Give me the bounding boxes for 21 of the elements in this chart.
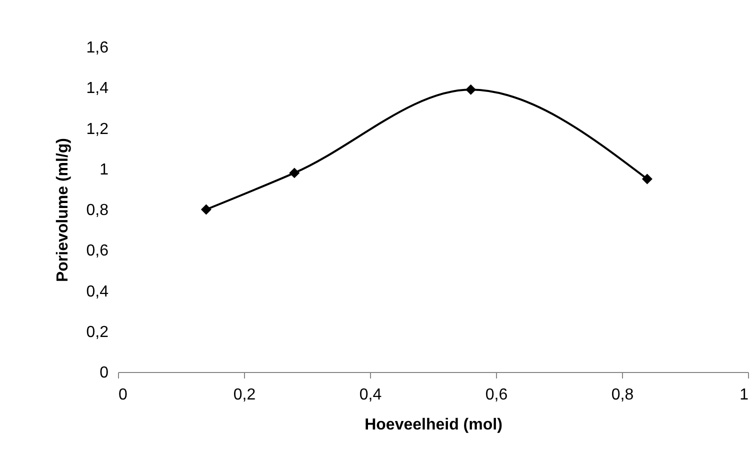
x-tick-label: 0,2 [233, 386, 256, 404]
y-tick-label: 0,6 [86, 242, 109, 260]
point [642, 174, 652, 184]
y-tick-label: 0 [100, 364, 109, 382]
point [466, 84, 476, 95]
x-tick-label: 0,4 [359, 386, 382, 404]
y-tick-label: 0,2 [86, 324, 109, 341]
x-tick-label: 0,8 [611, 386, 634, 404]
y-tick-label: 1,6 [86, 40, 109, 56]
x-axis-title: Hoeveelheid (mol) [364, 416, 502, 434]
point [200, 204, 212, 215]
x-tick-label: 0,6 [485, 386, 508, 404]
y-tick-label: 0,8 [86, 202, 109, 219]
y-tick-label: 1 [100, 161, 109, 178]
y-tick-label: 1,4 [86, 80, 109, 98]
y-tick-label: 0,4 [86, 283, 109, 300]
x-tick-label: 1 [740, 386, 749, 404]
y-tick-label: 1,2 [86, 120, 109, 138]
point [289, 168, 300, 178]
y-axis-title: Porievolume (ml/g) [54, 138, 72, 282]
x-tick-label: 0 [118, 386, 128, 404]
